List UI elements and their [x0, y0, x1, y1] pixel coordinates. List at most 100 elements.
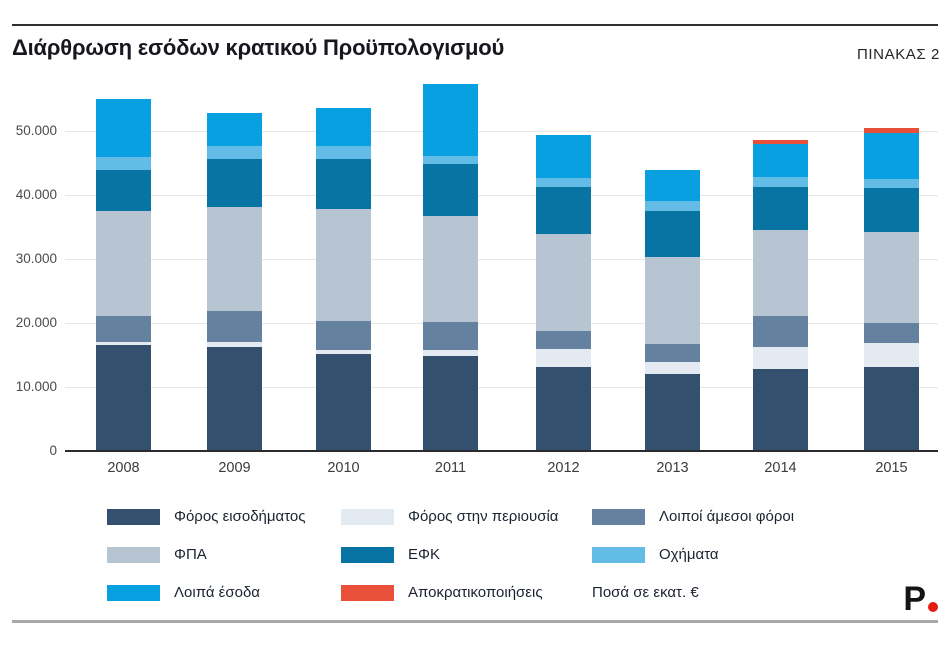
legend-swatch [341, 585, 394, 601]
bar-segment [753, 230, 808, 316]
legend-swatch [107, 585, 160, 601]
bar-segment [864, 323, 919, 343]
gridline [65, 259, 938, 260]
bar-segment [423, 155, 478, 165]
legend-label: Οχήματα [659, 546, 719, 563]
legend-swatch [107, 509, 160, 525]
legend-label: ΦΠΑ [174, 546, 207, 563]
bar-segment [864, 187, 919, 233]
bar-segment [423, 349, 478, 357]
bar-segment [753, 177, 808, 187]
x-axis-label: 2009 [218, 460, 251, 476]
bar-segment [207, 346, 262, 451]
bar-segment [645, 200, 700, 211]
bar-segment [864, 127, 919, 133]
page-title: Διάρθρωση εσόδων κρατικού Προϋπολογισμού [12, 35, 505, 60]
legend-label: Λοιπά έσοδα [174, 584, 260, 601]
bar-segment [96, 170, 151, 211]
logo-letter: P [903, 580, 926, 618]
x-axis-label: 2010 [327, 460, 360, 476]
legend-label: Φόρος εισοδήματος [174, 508, 306, 525]
logo-red-dot-icon [928, 602, 938, 612]
bar-segment [864, 132, 919, 179]
bar-segment [645, 170, 700, 201]
legend-label: Αποκρατικοποιήσεις [408, 584, 543, 601]
bar-segment [645, 344, 700, 363]
y-axis-label: 40.000 [15, 187, 57, 202]
legend-item: Φόρος στην περιουσία [341, 507, 592, 527]
bar-segment [645, 374, 700, 451]
x-axis-label: 2012 [547, 460, 580, 476]
table-number-label: ΠΙΝΑΚΑΣ 2 [856, 46, 940, 63]
legend-swatch [341, 547, 394, 563]
unit-note: Ποσά σε εκατ. € [592, 584, 699, 601]
bar-segment [207, 310, 262, 343]
legend-item: Φόρος εισοδήματος [107, 507, 341, 527]
x-axis-label: 2011 [434, 460, 467, 476]
gridline [65, 195, 938, 196]
bar-segment [96, 315, 151, 343]
bar-segment [316, 353, 371, 451]
bar-segment [753, 139, 808, 144]
legend-label: ΕΦΚ [408, 546, 440, 563]
bar-segment [423, 321, 478, 350]
bar-segment [864, 232, 919, 323]
legend-item: Λοιποί άμεσοι φόροι [592, 507, 794, 527]
bar-segment [536, 177, 591, 187]
gridline [65, 323, 938, 324]
legend-item: Οχήματα [592, 545, 794, 565]
y-axis-label: 20.000 [15, 315, 57, 330]
legend-item: ΦΠΑ [107, 545, 341, 565]
bar-segment [96, 157, 151, 171]
y-axis-label: 0 [49, 443, 57, 458]
y-axis-label: 10.000 [15, 379, 57, 394]
y-axis-label: 30.000 [15, 251, 57, 266]
bar-segment [316, 107, 371, 146]
bar-segment [316, 159, 371, 210]
publisher-logo: P [903, 580, 938, 618]
bar-segment [207, 159, 262, 208]
y-axis-label: 50.000 [15, 123, 57, 138]
bottom-rule [12, 620, 938, 623]
bar-segment [423, 356, 478, 451]
x-axis-label: 2015 [875, 460, 908, 476]
bar-segment [316, 209, 371, 322]
bar-segment [536, 367, 591, 451]
bar-segment [316, 349, 371, 354]
x-axis-label: 2014 [764, 460, 797, 476]
top-rule [12, 24, 938, 26]
bar-segment [753, 315, 808, 347]
bar-segment [645, 211, 700, 258]
legend-item: Λοιπά έσοδα [107, 583, 341, 603]
bar-segment [753, 346, 808, 370]
bar-segment [536, 330, 591, 350]
legend: Φόρος εισοδήματος Φόρος στην περιουσία Λοι… [107, 507, 794, 603]
bar-segment [536, 234, 591, 331]
bar-segment [753, 369, 808, 451]
bar-segment [207, 207, 262, 311]
gridline [65, 387, 938, 388]
bar-segment [753, 143, 808, 178]
bar-segment [645, 362, 700, 375]
bar-segment [645, 257, 700, 345]
bar-segment [864, 179, 919, 188]
legend-item: Αποκρατικοποιήσεις [341, 583, 592, 603]
legend-swatch [341, 509, 394, 525]
bar-segment [207, 145, 262, 160]
bar-segment [864, 367, 919, 451]
bar-segment [207, 113, 262, 146]
x-axis-label: 2008 [107, 460, 140, 476]
legend-note: Ποσά σε εκατ. € [592, 583, 794, 603]
legend-item: ΕΦΚ [341, 545, 592, 565]
bar-segment [536, 134, 591, 178]
bar-segment [423, 84, 478, 156]
legend-label: Λοιποί άμεσοι φόροι [659, 508, 795, 525]
bar-segment [536, 186, 591, 235]
bar-segment [316, 145, 371, 160]
bar-segment [864, 342, 919, 368]
bar-segment [207, 342, 262, 347]
legend-label: Φόρος στην περιουσία [408, 508, 559, 525]
bar-segment [536, 349, 591, 368]
bar-segment [96, 344, 151, 451]
legend-swatch [592, 509, 645, 525]
